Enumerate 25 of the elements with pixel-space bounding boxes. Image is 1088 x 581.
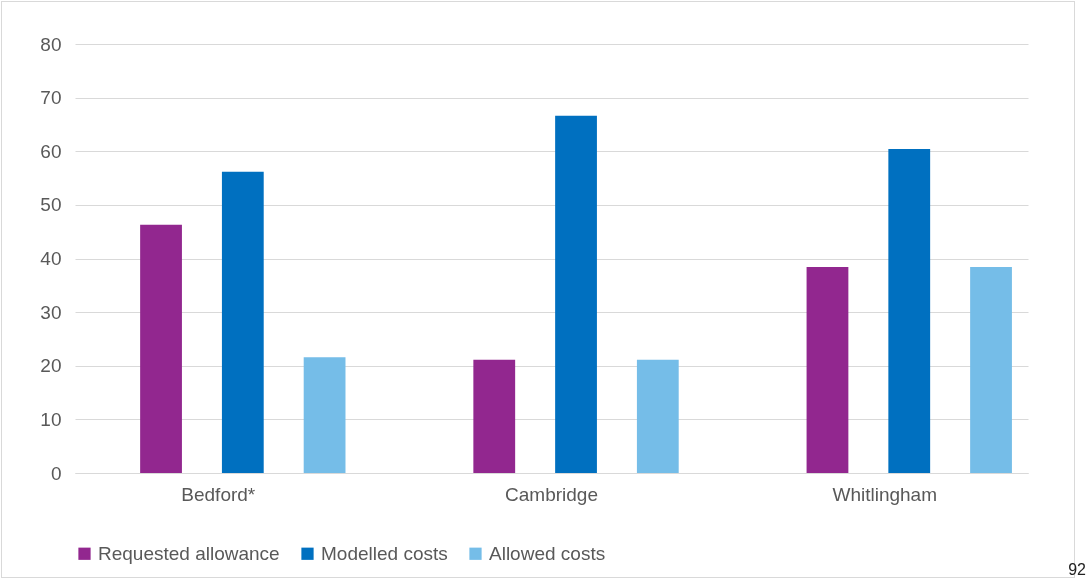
bar <box>473 359 516 473</box>
legend-label: Modelled costs <box>321 542 448 564</box>
bar <box>970 267 1012 473</box>
bar <box>888 149 931 473</box>
y-tick-label: 60 <box>40 140 62 162</box>
bar <box>221 171 264 473</box>
x-tick-label: Cambridge <box>505 483 598 505</box>
text: 92 <box>1068 561 1086 579</box>
x-tick-label: Bedford* <box>181 483 256 505</box>
bar <box>555 115 597 473</box>
bar <box>303 357 346 473</box>
y-tick-label: 70 <box>40 87 62 109</box>
y-tick-label: 30 <box>40 301 62 323</box>
y-tick-label: 80 <box>40 33 62 55</box>
y-tick-label: 0 <box>50 462 62 484</box>
legend-label: Allowed costs <box>489 542 606 564</box>
bar <box>636 359 679 473</box>
legend-label: Requested allowance <box>98 542 280 564</box>
y-tick-label: 10 <box>40 408 62 430</box>
x-tick-label: Whitlingham <box>832 483 937 505</box>
bar <box>806 267 849 473</box>
y-tick-label: 50 <box>40 194 62 216</box>
bar <box>140 224 182 473</box>
y-tick-label: 20 <box>40 355 62 377</box>
y-tick-label: 40 <box>40 248 62 269</box>
